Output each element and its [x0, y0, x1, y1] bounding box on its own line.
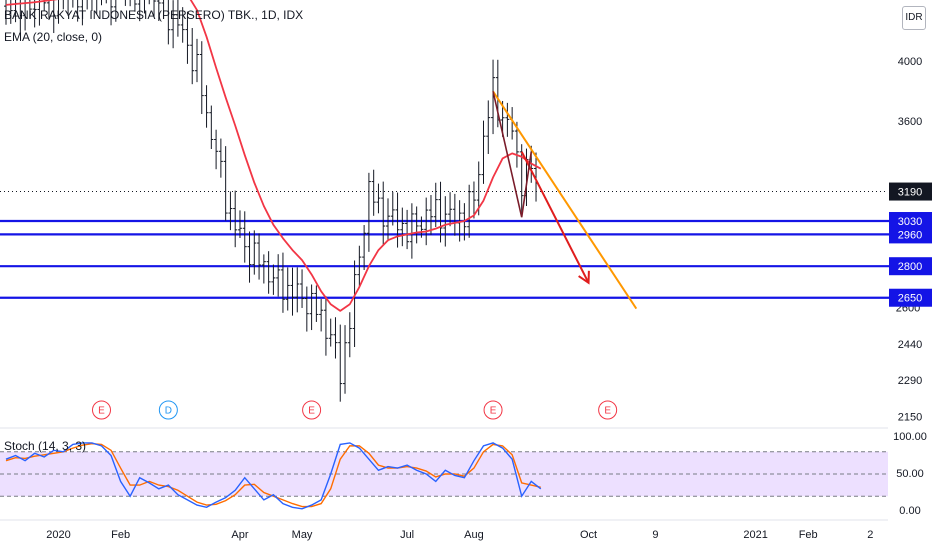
price-axis-tick: 2290 — [898, 375, 922, 387]
level-label: 2650 — [898, 293, 922, 305]
time-axis-tick: Feb — [111, 529, 130, 541]
level-label-bg — [889, 225, 932, 244]
event-marker-label: E — [490, 406, 497, 417]
event-marker-E[interactable] — [302, 400, 322, 420]
level-label-bg — [889, 257, 932, 276]
price-axis-tick: 3600 — [898, 116, 922, 128]
price-axis-tick: 4400 — [898, 0, 922, 2]
trendline-dark-drop[interactable] — [492, 91, 533, 218]
last-price-label: 3190 — [898, 186, 922, 198]
trendline-orange-resistance[interactable] — [492, 90, 638, 310]
time-axis-tick: Apr — [231, 529, 248, 541]
stoch-axis-tick: 100.00 — [893, 431, 927, 443]
event-marker-E[interactable] — [483, 400, 503, 420]
time-axis-tick: Feb — [799, 529, 818, 541]
stoch-axis-tick: 50.00 — [896, 468, 924, 480]
time-axis-tick: 2 — [867, 529, 873, 541]
last-price-label-bg — [889, 182, 932, 201]
time-axis-tick: Jul — [400, 529, 414, 541]
time-axis-tick: 9 — [652, 529, 658, 541]
price-axis-tick: 2150 — [898, 411, 922, 423]
event-marker-label: E — [604, 406, 611, 417]
event-marker-label: E — [98, 406, 105, 417]
level-label: 2800 — [898, 261, 922, 273]
currency-button[interactable]: IDR — [902, 6, 926, 30]
time-axis-tick: Aug — [464, 529, 484, 541]
price-axis-tick: 4000 — [898, 56, 922, 68]
stoch-k-line — [5, 442, 542, 510]
arrow-head — [578, 270, 590, 285]
grid — [0, 427, 888, 521]
level-label: 2960 — [898, 229, 922, 241]
ema-line — [5, 0, 542, 312]
time-axis-tick: 2021 — [743, 529, 767, 541]
ema-20-line — [5, 0, 542, 312]
level-label-bg — [889, 288, 932, 307]
time-axis-tick: May — [292, 529, 313, 541]
time-axis-tick: 2020 — [46, 529, 70, 541]
ema-legend: EMA (20, close, 0) — [4, 30, 103, 44]
event-marker-E[interactable] — [92, 400, 111, 420]
price-axis-tick: 2440 — [898, 339, 922, 351]
axis-labels: 4000360024402290215044002600319030302960… — [46, 0, 932, 541]
stoch-legend: Stoch (14, 3, 3) — [4, 439, 87, 453]
event-marker-label: E — [308, 406, 315, 417]
horizontal-levels[interactable] — [0, 191, 932, 299]
event-marker-E[interactable] — [598, 400, 618, 420]
event-marker-D[interactable] — [158, 400, 178, 420]
trendlines[interactable] — [492, 90, 638, 310]
level-label: 3030 — [898, 216, 922, 228]
event-marker-label: D — [165, 406, 172, 417]
time-axis-tick: Oct — [580, 529, 597, 541]
stoch-lines — [5, 442, 542, 510]
trendline-red-projection-arrow[interactable] — [520, 151, 590, 284]
symbol-title: BANK RAKYAT INDONESIA (PERSERO) TBK., 1D… — [4, 8, 304, 22]
stoch-axis-tick: 0.00 — [899, 505, 920, 517]
